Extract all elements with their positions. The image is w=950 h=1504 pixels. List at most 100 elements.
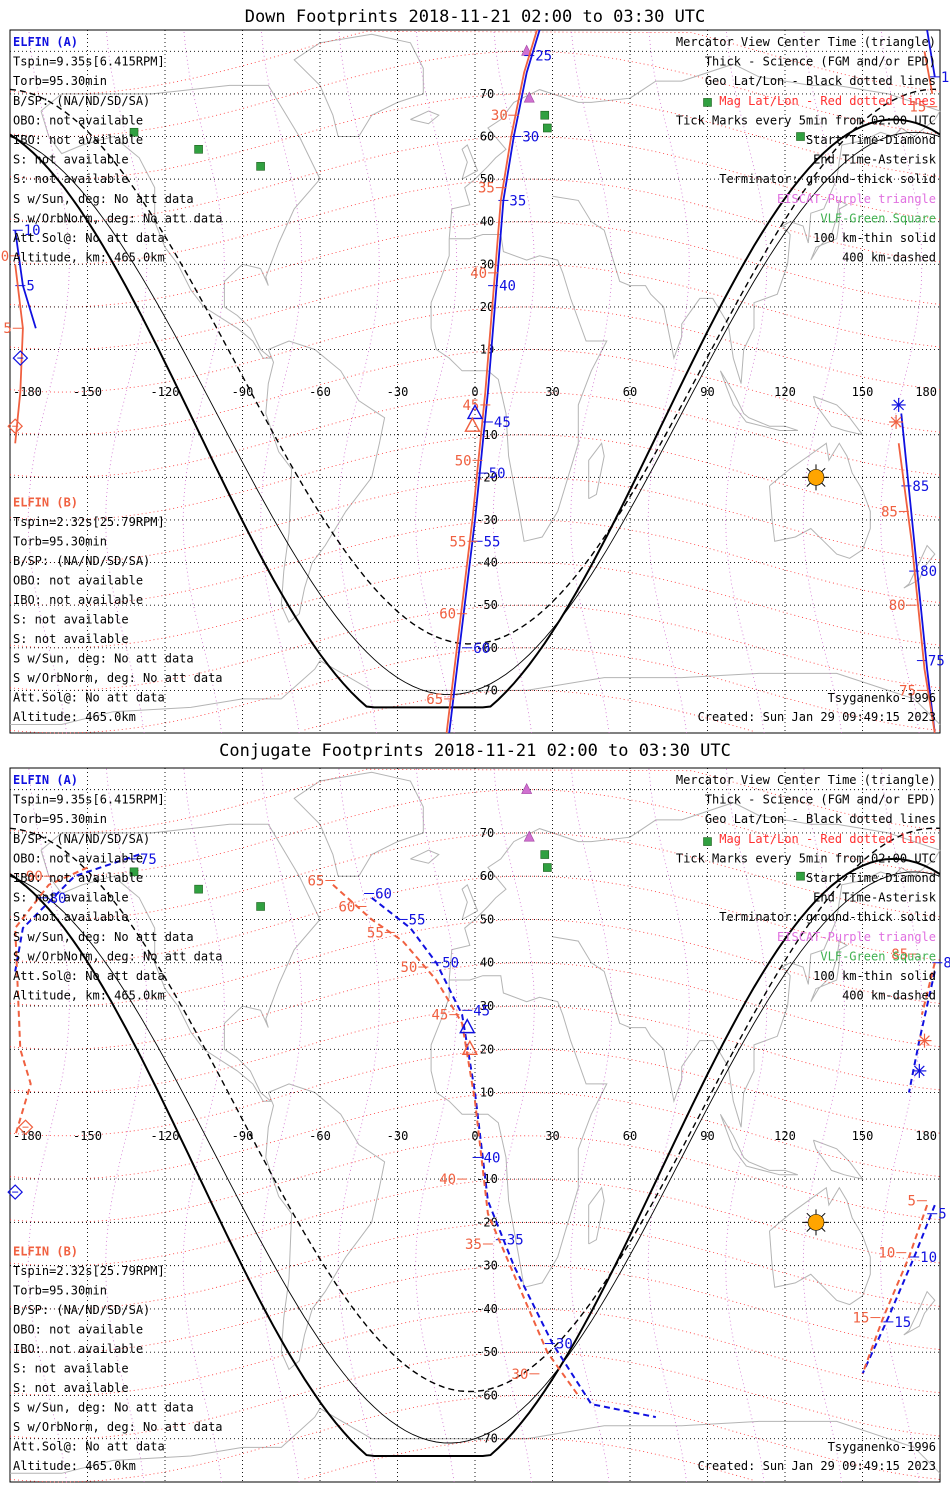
mag-lat-line-0 — [304, 1438, 755, 1481]
terminator-400km — [9, 88, 941, 645]
x-tick-label: 180 — [915, 1129, 937, 1143]
x-tick-label: 60 — [623, 1129, 637, 1143]
legend-item: End Time-Asterisk — [813, 891, 937, 905]
y-tick-label: 60 — [480, 130, 494, 144]
elfin-a-label: ELFIN (A) — [13, 773, 78, 787]
elfin-a-info-line: IBO: not available — [13, 133, 143, 147]
track-tick-label: 40 — [470, 266, 487, 282]
elfin-b-info-line: OBO: not available — [13, 574, 143, 588]
track-tick-label: 35 — [509, 193, 526, 209]
coastline-4 — [552, 110, 941, 384]
elfin-b-info-line: Torb=95.30min — [13, 535, 107, 549]
elfin-a-info-line: IBO: not available — [13, 871, 143, 885]
elfin-b-info-line: B/SP: (NA/ND/SD/SA) — [13, 554, 150, 568]
legend-item: 100 km-thin solid — [813, 969, 936, 983]
sun-ray — [806, 1212, 811, 1218]
elfin-b-info-line: B/SP: (NA/ND/SD/SA) — [13, 1303, 150, 1317]
legend-item: Terminator: ground-thick solid — [719, 172, 936, 186]
sun-disk — [807, 469, 825, 486]
vlf-square — [540, 110, 550, 120]
legend-item: VLF-Green Square — [820, 949, 936, 963]
track-segment — [861, 1204, 929, 1375]
elfin-a-info-line: S w/OrbNorm, deg: No att data — [13, 211, 223, 225]
track-tick-label: 60 — [375, 886, 392, 902]
y-tick-label: 50 — [480, 172, 494, 186]
track-tick-label: 65 — [307, 874, 324, 890]
model-label: Tsyganenko-1996 — [828, 691, 936, 705]
coastline-10 — [10, 660, 321, 725]
elfin-b-info-line: Att.Sol@: No att data — [13, 1440, 165, 1454]
elfin-b-info-line: Altitude: 465.0km — [13, 710, 136, 724]
center-time-triangle — [461, 1039, 479, 1055]
track-tick-label: 5 — [907, 1194, 915, 1210]
elfin-a-info-line: Tspin=9.35s[6.415RPM] — [13, 793, 165, 807]
coastline-4 — [552, 849, 941, 1128]
x-tick-label: 120 — [774, 1129, 796, 1143]
elfin-b-info-line: Altitude: 465.0km — [13, 1459, 136, 1473]
y-tick-label: -10 — [476, 1172, 498, 1186]
track-tick-label: 60 — [473, 641, 490, 657]
x-tick-label: -120 — [151, 1129, 180, 1143]
elfin-a-label: ELFIN (A) — [13, 35, 78, 49]
coastline-8 — [810, 199, 849, 261]
mag-lon-line — [492, 767, 535, 1483]
mag-lat-line-0 — [304, 689, 755, 732]
panel-down: Down Footprints 2018-11-21 02:00 to 03:3… — [0, 7, 950, 734]
sun-ray — [806, 1227, 811, 1232]
track-elfin-b: 65 60 55 50 45 40 35 30 90 85 5 10 15 — [14, 866, 936, 1397]
track-tick-label: 45 — [473, 1003, 490, 1019]
legend-item: Mercator View Center Time (triangle) — [676, 773, 936, 787]
elfin-b-info-line: Att.Sol@: No att data — [13, 691, 165, 705]
elfin-b-info-line: S: not available — [13, 632, 129, 646]
legend-item: Mercator View Center Time (triangle) — [676, 35, 936, 49]
coastline-14 — [719, 1113, 799, 1176]
mag-lon-grid — [27, 767, 923, 1483]
x-tick-label: 0 — [471, 1129, 478, 1143]
vlf-square — [256, 902, 265, 911]
mag-lon-line — [647, 29, 690, 734]
mag-lon-line — [570, 767, 613, 1483]
sun-ray — [821, 467, 826, 473]
legend-item: EISCAT-Purple triangle — [777, 192, 936, 206]
elfin-b-info-line: OBO: not available — [13, 1323, 143, 1337]
y-tick-label: 20 — [480, 300, 494, 314]
y-tick-label: 70 — [480, 826, 494, 840]
legend-item: Terminator: ground-thick solid — [719, 910, 936, 924]
mag-lon-grid — [27, 29, 923, 734]
track-segment — [923, 51, 934, 95]
start-diamond — [12, 350, 29, 366]
track-tick-label: 65 — [426, 692, 443, 708]
elfin-a-info-line: S: not available — [13, 891, 129, 905]
track-segment — [14, 264, 24, 444]
x-tick-label: -60 — [309, 385, 331, 399]
mag-lon-line — [415, 29, 458, 734]
time-markers — [7, 350, 906, 435]
track-tick-label: 60 — [338, 899, 355, 915]
legend-item: Geo Lat/Lon - Black dotted lines — [705, 74, 936, 88]
track-tick-label: 30 — [512, 1367, 529, 1383]
coastline-12 — [903, 1290, 936, 1336]
elfin-a-info-line: Tspin=9.35s[6.415RPM] — [13, 55, 165, 69]
y-tick-label: -40 — [476, 1302, 498, 1316]
legend-item: Thick - Science (FGM and/or EPD) — [705, 793, 936, 807]
mag-lon-line — [880, 767, 923, 1483]
y-tick-label: -60 — [476, 1388, 498, 1402]
legend-item: Thick - Science (FGM and/or EPD) — [705, 55, 936, 69]
track-tick-label: 80 — [889, 598, 906, 614]
x-tick-label: 60 — [623, 385, 637, 399]
terminator-400km — [9, 827, 941, 1393]
x-tick-label: 90 — [700, 1129, 714, 1143]
terminator-100km — [9, 131, 941, 696]
terminator-ground — [9, 857, 941, 1457]
elfin-a-info-line: Att.Sol@: No att data — [13, 231, 165, 245]
end-asterisk — [890, 416, 902, 428]
track-segment — [920, 962, 936, 1015]
y-tick-label: -20 — [476, 470, 498, 484]
mag-lat-line-16 — [9, 768, 941, 834]
start-diamond — [7, 418, 24, 435]
track-tick-label: 10 — [24, 223, 41, 239]
y-tick-label: 30 — [480, 999, 494, 1013]
coastline-8 — [810, 940, 849, 1002]
plot-frame — [9, 29, 941, 734]
track-tick-label: 15 — [941, 70, 950, 86]
